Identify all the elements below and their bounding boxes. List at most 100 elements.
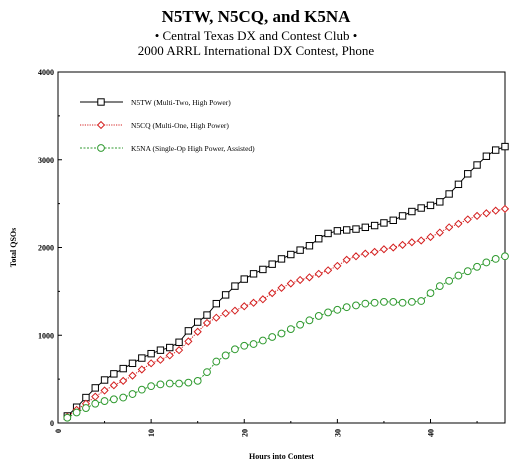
data-point (174, 346, 184, 355)
data-point (259, 265, 267, 274)
data-point (119, 376, 128, 385)
data-point (166, 343, 174, 352)
data-point (389, 298, 398, 306)
data-point (314, 269, 323, 278)
data-point (296, 275, 305, 285)
data-point (472, 211, 482, 221)
data-point (370, 221, 379, 230)
legend-entry: K5NA (Single-Op High Power, Assisted) (80, 144, 255, 153)
data-point (249, 298, 258, 307)
legend-entry: N5TW (Multi-Two, High Power) (80, 98, 231, 107)
data-point (100, 386, 109, 395)
data-point (333, 261, 342, 271)
data-point (482, 258, 491, 267)
data-point (137, 385, 146, 394)
data-point (352, 225, 360, 233)
data-point (445, 223, 454, 232)
legend: N5TW (Multi-Two, High Power) N5CQ (Multi-… (80, 98, 255, 153)
data-point (445, 276, 454, 285)
data-point (63, 413, 72, 422)
data-point (258, 295, 267, 304)
data-point (463, 267, 472, 276)
data-point (175, 338, 183, 346)
data-point (240, 275, 248, 283)
data-point (454, 180, 463, 189)
data-point (305, 242, 314, 250)
data-point (361, 223, 370, 232)
data-point (426, 289, 435, 298)
x-tick-label: 40 (427, 429, 436, 437)
data-point (482, 209, 491, 218)
data-point (184, 327, 193, 335)
data-point (286, 279, 295, 288)
data-point (315, 235, 323, 243)
legend-label: K5NA (Single-Op High Power, Assisted) (131, 144, 255, 153)
y-tick-label: 0 (50, 419, 54, 428)
data-point (352, 301, 360, 310)
data-point (100, 376, 109, 384)
data-point (417, 236, 426, 245)
series-square (63, 142, 509, 420)
data-point (454, 219, 463, 228)
data-point (500, 204, 510, 213)
data-point (249, 270, 258, 278)
data-point (380, 219, 388, 227)
x-tick-label: 10 (147, 429, 156, 437)
data-point (91, 392, 100, 401)
data-point (240, 341, 249, 350)
data-point (119, 393, 128, 402)
data-point (435, 228, 444, 237)
data-point (342, 303, 351, 312)
data-point (82, 404, 90, 412)
data-point (277, 329, 286, 338)
data-point (109, 381, 118, 390)
y-axis-label: Total QSOs (9, 228, 18, 268)
data-point (277, 283, 286, 292)
data-point (268, 260, 276, 268)
data-point (203, 368, 211, 377)
data-point (370, 298, 379, 307)
chart-subtitle-contest: 2000 ARRL International DX Contest, Phon… (137, 43, 375, 58)
data-point (361, 299, 370, 308)
data-point (110, 370, 118, 378)
data-point (221, 309, 230, 318)
data-point (203, 311, 211, 319)
data-point (389, 243, 398, 252)
data-point (109, 395, 118, 404)
data-point (464, 170, 472, 178)
data-point (91, 399, 100, 408)
data-point (333, 305, 342, 314)
data-point (231, 282, 239, 290)
data-point (119, 364, 127, 373)
data-point (426, 232, 435, 242)
data-point (491, 206, 500, 215)
data-point (389, 216, 397, 224)
data-point (324, 308, 332, 317)
data-point (212, 313, 221, 322)
legend-marker (97, 144, 105, 152)
data-point (137, 365, 146, 374)
data-point (230, 306, 240, 315)
axes: 0 1000 2000 3000 4000 0 10 20 30 40 (38, 68, 478, 437)
x-tick-label: 20 (240, 429, 249, 437)
data-point (342, 226, 351, 234)
series-layer (63, 142, 510, 422)
data-point (398, 212, 407, 220)
data-point (258, 336, 267, 345)
data-point (380, 298, 388, 306)
data-point (361, 249, 370, 258)
data-point (445, 190, 453, 198)
data-point (193, 327, 202, 336)
data-point (463, 215, 472, 224)
data-point (491, 255, 500, 263)
data-point (426, 201, 435, 210)
series-diamond (63, 204, 510, 421)
data-point (72, 408, 81, 417)
data-point (296, 246, 304, 254)
data-point (407, 298, 416, 306)
legend-label: N5TW (Multi-Two, High Power) (131, 98, 231, 107)
data-point (193, 318, 202, 326)
data-point (501, 252, 509, 261)
data-point (417, 297, 426, 305)
